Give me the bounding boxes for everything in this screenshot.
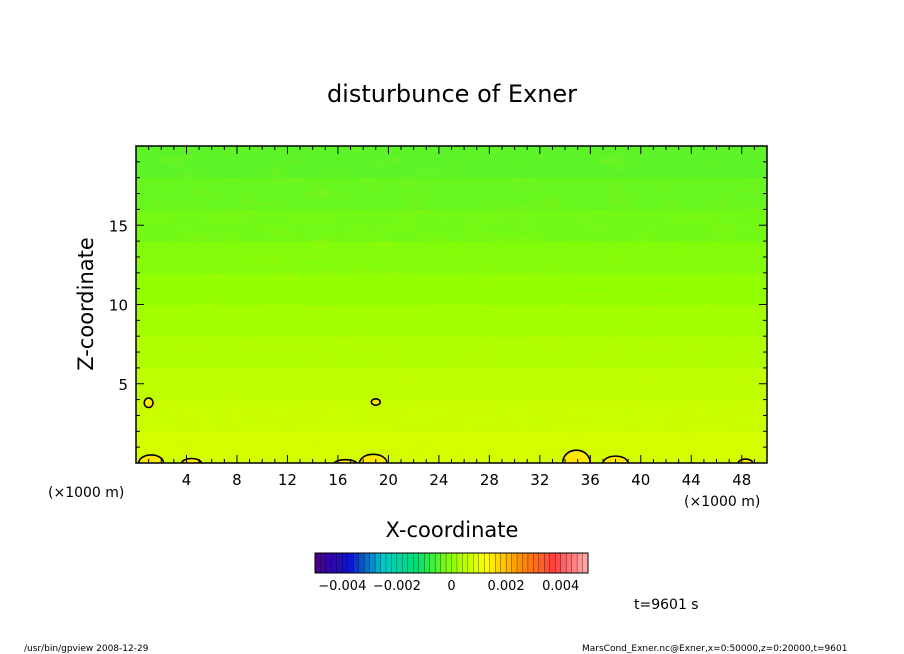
- y-axis-label: Z-coordinate: [74, 237, 98, 371]
- colorbar-cell: [407, 552, 414, 574]
- colorbar-cell: [555, 552, 562, 574]
- colorbar-frame: [314, 552, 589, 574]
- x-tick-label: 12: [278, 471, 297, 489]
- colorbar-cell: [473, 552, 480, 574]
- colorbar-cell: [314, 552, 321, 574]
- plot-area: [136, 146, 767, 463]
- colorbar-cell: [380, 552, 387, 574]
- contour-bump: [137, 454, 165, 463]
- colorbar-cell: [456, 552, 463, 574]
- chart-title: disturbunce of Exner: [327, 80, 577, 108]
- colorbar-cell: [374, 552, 381, 574]
- colorbar-cell: [342, 552, 349, 574]
- colorbar-cell: [544, 552, 551, 574]
- contour-bump: [358, 453, 388, 463]
- x-tick-label: 36: [581, 471, 600, 489]
- colorbar-cell: [440, 552, 447, 574]
- colorbar-cell: [424, 552, 431, 574]
- x-unit-left: (×1000 m): [48, 485, 124, 501]
- x-tick-label: 40: [631, 471, 650, 489]
- colorbar-cell: [369, 552, 376, 574]
- colorbar-tick-label: −0.002: [373, 579, 421, 594]
- y-axis-ticks: 5 10 15: [109, 145, 767, 464]
- colorbar-cell: [582, 552, 589, 574]
- x-tick-label: 16: [328, 471, 347, 489]
- colorbar-tick-label: 0.002: [487, 579, 524, 594]
- colorbar: −0.004 −0.002 0 0.002 0.004: [314, 552, 589, 594]
- colorbar-cell: [500, 552, 507, 574]
- colorbar-cell: [331, 552, 338, 574]
- colorbar-cell: [320, 552, 327, 574]
- colorbar-cell: [484, 552, 491, 574]
- x-tick-label: 8: [232, 471, 242, 489]
- colorbar-cell: [533, 552, 540, 574]
- colorbar-cell: [495, 552, 502, 574]
- y-tick-label: 15: [109, 217, 128, 235]
- x-axis-label: X-coordinate: [386, 518, 519, 542]
- x-tick-label: 44: [682, 471, 701, 489]
- colorbar-cell: [325, 552, 332, 574]
- colorbar-cell: [566, 552, 573, 574]
- footer-left: /usr/bin/gpview 2008-12-29: [24, 644, 149, 654]
- x-tick-label: 28: [480, 471, 499, 489]
- colorbar-cell: [429, 552, 436, 574]
- colorbar-cell: [413, 552, 420, 574]
- colorbar-cell: [402, 552, 409, 574]
- x-axis-ticks: 4 8 12 16 20 24 28 32 36 40 44 48: [135, 146, 768, 489]
- colorbar-cell: [571, 552, 578, 574]
- colorbar-cell: [522, 552, 529, 574]
- colorbar-cell: [391, 552, 398, 574]
- colorbar-cell: [516, 552, 523, 574]
- colorbar-cell: [467, 552, 474, 574]
- colorbar-cell: [363, 552, 371, 574]
- colorbar-cell: [576, 552, 583, 574]
- colorbar-cell: [489, 552, 496, 574]
- x-tick-label: 20: [379, 471, 398, 489]
- contour-bump: [561, 449, 591, 463]
- y-tick-label: 5: [118, 376, 128, 394]
- x-tick-label: 32: [530, 471, 549, 489]
- x-tick-label: 24: [429, 471, 448, 489]
- colorbar-cell: [434, 552, 442, 574]
- footer-right: MarsCond_Exner.nc@Exner,x=0:50000,z=0:20…: [582, 644, 847, 654]
- contour-closed: [370, 398, 381, 406]
- colorbar-cell: [560, 552, 567, 574]
- field-texture: [136, 146, 767, 463]
- time-label: t=9601 s: [634, 597, 699, 613]
- colorbar-cell: [538, 552, 545, 574]
- colorbar-cell: [336, 552, 343, 574]
- x-unit-right: (×1000 m): [684, 494, 760, 510]
- colorbar-cell: [396, 552, 403, 574]
- colorbar-tick-label: −0.004: [318, 579, 366, 594]
- colorbar-tick-label: 0: [447, 579, 455, 594]
- x-tick-label: 48: [732, 471, 751, 489]
- colorbar-cell: [505, 552, 513, 574]
- colorbar-cell: [462, 552, 469, 574]
- colorbar-cell: [385, 552, 392, 574]
- colorbar-cell: [478, 552, 485, 574]
- contour-closed: [143, 397, 154, 409]
- x-tick-label: 4: [182, 471, 192, 489]
- colorbar-cell: [353, 552, 360, 574]
- colorbar-cell: [549, 552, 556, 574]
- colorbar-cell: [451, 552, 458, 574]
- colorbar-cell: [445, 552, 452, 574]
- y-tick-label: 10: [109, 297, 128, 315]
- colorbar-cell: [347, 552, 354, 574]
- colorbar-cell: [418, 552, 425, 574]
- colorbar-tick-label: 0.004: [542, 579, 579, 594]
- colorbar-cell: [527, 552, 534, 574]
- colorbar-cell: [511, 552, 518, 574]
- colorbar-cell: [358, 552, 365, 574]
